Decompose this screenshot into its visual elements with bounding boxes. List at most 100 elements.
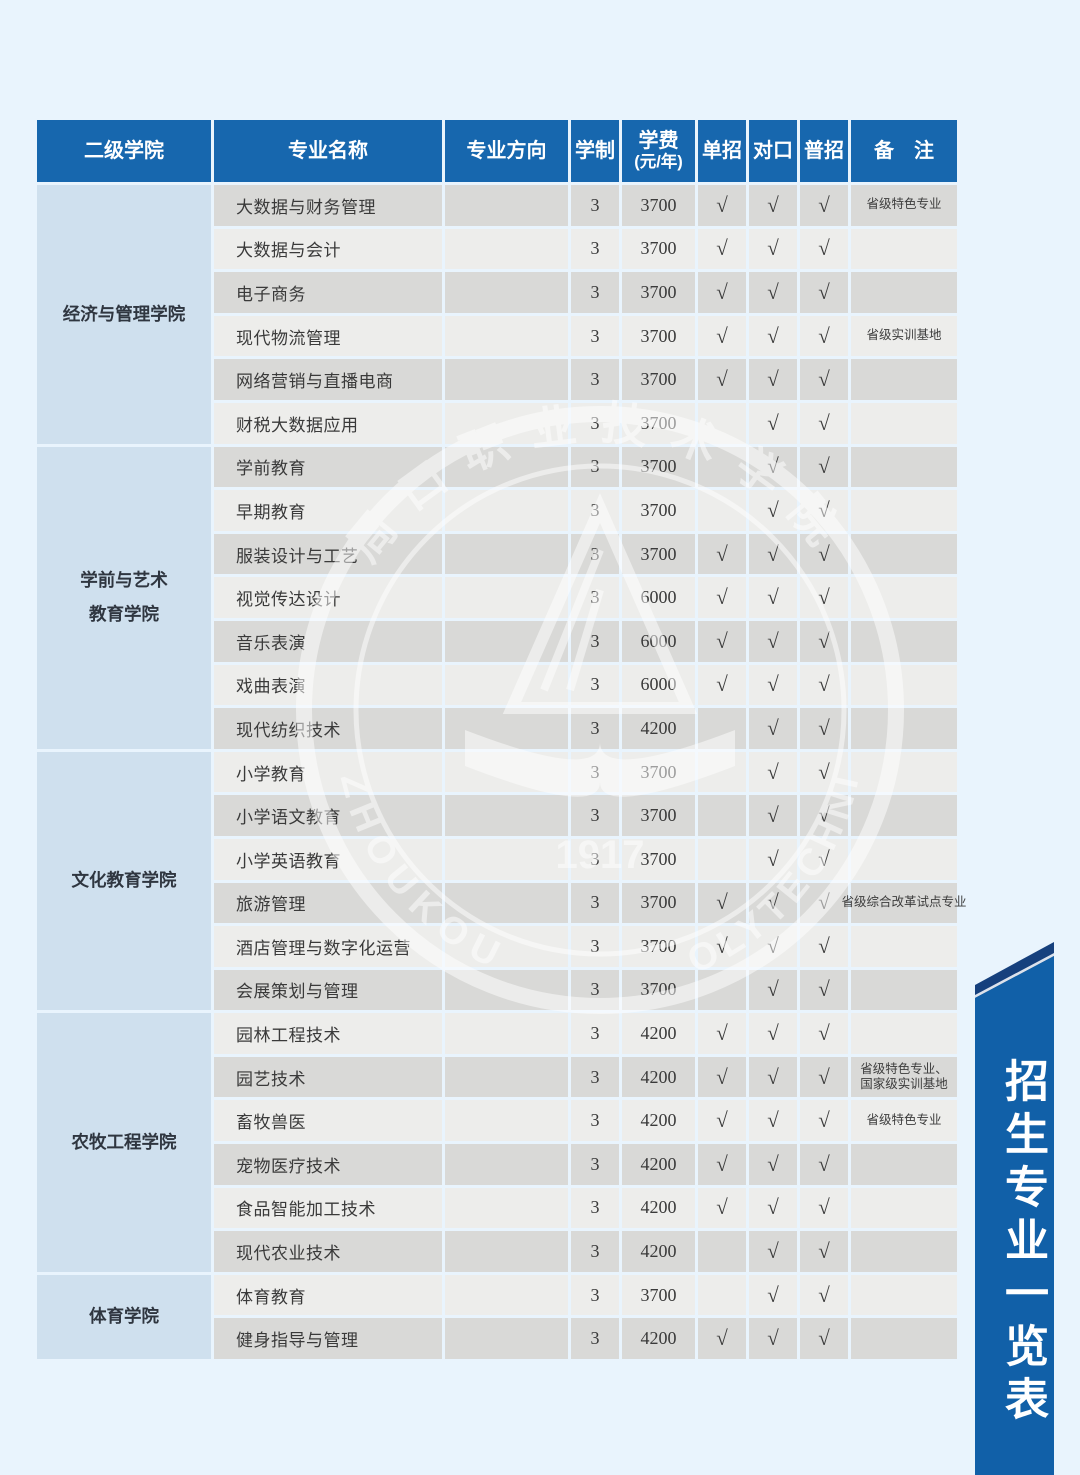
duikou-check-cell: √ [749,838,797,880]
danzhao-check-cell: √ [698,577,746,618]
duikou-check-cell: √ [749,1274,797,1316]
years-cell: 3 [571,228,619,270]
direction-cell [445,1187,568,1229]
tuition-cell: 3700 [622,490,695,531]
tuition-cell: 3700 [622,315,695,357]
puzhao-check-cell: √ [800,969,848,1011]
direction-cell [445,577,568,618]
duikou-check-cell: √ [749,272,797,313]
direction-cell [445,359,568,400]
danzhao-check-cell: √ [698,359,746,400]
duikou-check-cell: √ [749,1318,797,1360]
major-name-cell: 网络营销与直播电商 [214,359,442,400]
college-cell: 体育学院 [37,1274,211,1360]
major-name-cell: 学前教育 [214,446,442,488]
direction-cell [445,1144,568,1185]
tuition-cell: 4200 [622,1144,695,1185]
remark-cell [851,708,957,749]
remark-cell [851,795,957,836]
major-name-cell: 早期教育 [214,490,442,531]
years-cell: 3 [571,926,619,967]
direction-cell [445,926,568,967]
puzhao-check-cell: √ [800,1100,848,1142]
major-name-cell: 现代物流管理 [214,315,442,357]
header-duikou: 对口 [749,120,797,182]
danzhao-check-cell: √ [698,315,746,357]
duikou-check-cell: √ [749,664,797,706]
puzhao-check-cell: √ [800,577,848,618]
direction-cell [445,490,568,531]
remark-cell [851,446,957,488]
remark-cell [851,751,957,793]
header-direction: 专业方向 [445,120,568,182]
danzhao-check-cell: √ [698,272,746,313]
direction-cell [445,1318,568,1360]
major-name-cell: 食品智能加工技术 [214,1187,442,1229]
puzhao-check-cell: √ [800,926,848,967]
tuition-cell: 3700 [622,359,695,400]
tuition-cell: 3700 [622,926,695,967]
danzhao-check-cell: √ [698,1187,746,1229]
duikou-check-cell: √ [749,315,797,357]
danzhao-check-cell [698,795,746,836]
years-cell: 3 [571,882,619,924]
duikou-check-cell: √ [749,577,797,618]
major-name-cell: 酒店管理与数字化运营 [214,926,442,967]
puzhao-check-cell: √ [800,272,848,313]
majors-table-body: 经济与管理学院 大数据与财务管理 3 3700 √ √ √ 省级特色专业 大数据与会计 3 3700… [37,185,967,1360]
remark-cell [851,1231,957,1272]
ribbon-face [975,956,1054,1475]
puzhao-check-cell: √ [800,490,848,531]
duikou-check-cell: √ [749,751,797,793]
years-cell: 3 [571,185,619,226]
danzhao-check-cell: √ [698,926,746,967]
years-cell: 3 [571,751,619,793]
danzhao-check-cell [698,490,746,531]
remark-cell [851,1013,957,1054]
years-cell: 3 [571,795,619,836]
danzhao-check-cell [698,838,746,880]
major-name-cell: 戏曲表演 [214,664,442,706]
tuition-cell: 3700 [622,838,695,880]
years-cell: 3 [571,664,619,706]
tuition-cell: 3700 [622,272,695,313]
direction-cell [445,1056,568,1098]
danzhao-check-cell: √ [698,1144,746,1185]
direction-cell [445,185,568,226]
puzhao-check-cell: √ [800,402,848,444]
major-name-cell: 小学英语教育 [214,838,442,880]
remark-cell [851,838,957,880]
major-name-cell: 现代纺织技术 [214,708,442,749]
major-name-cell: 体育教育 [214,1274,442,1316]
duikou-check-cell: √ [749,1013,797,1054]
major-name-cell: 视觉传达设计 [214,577,442,618]
major-name-cell: 旅游管理 [214,882,442,924]
remark-cell: 省级综合改革试点专业 [842,882,967,924]
direction-cell [445,446,568,488]
direction-cell [445,664,568,706]
years-cell: 3 [571,1187,619,1229]
puzhao-check-cell: √ [800,1318,848,1360]
duikou-check-cell: √ [749,620,797,662]
tuition-cell: 4200 [622,1056,695,1098]
tuition-cell: 3700 [622,795,695,836]
puzhao-check-cell: √ [800,1274,848,1316]
years-cell: 3 [571,1013,619,1054]
danzhao-check-cell: √ [698,664,746,706]
danzhao-check-cell: √ [698,228,746,270]
puzhao-check-cell: √ [800,708,848,749]
years-cell: 3 [571,272,619,313]
tuition-cell: 4200 [622,1231,695,1272]
puzhao-check-cell: √ [800,446,848,488]
major-name-cell: 小学教育 [214,751,442,793]
danzhao-check-cell: √ [698,1013,746,1054]
danzhao-check-cell: √ [698,620,746,662]
major-name-cell: 园艺技术 [214,1056,442,1098]
major-name-cell: 会展策划与管理 [214,969,442,1011]
duikou-check-cell: √ [749,185,797,226]
years-cell: 3 [571,620,619,662]
table-header-row: 二级学院 专业名称 专业方向 学制 学费 (元/年) 单招 对口 普招 备 注 [37,120,957,182]
remark-cell [851,272,957,313]
remark-cell [851,1318,957,1360]
tuition-cell: 6000 [622,577,695,618]
